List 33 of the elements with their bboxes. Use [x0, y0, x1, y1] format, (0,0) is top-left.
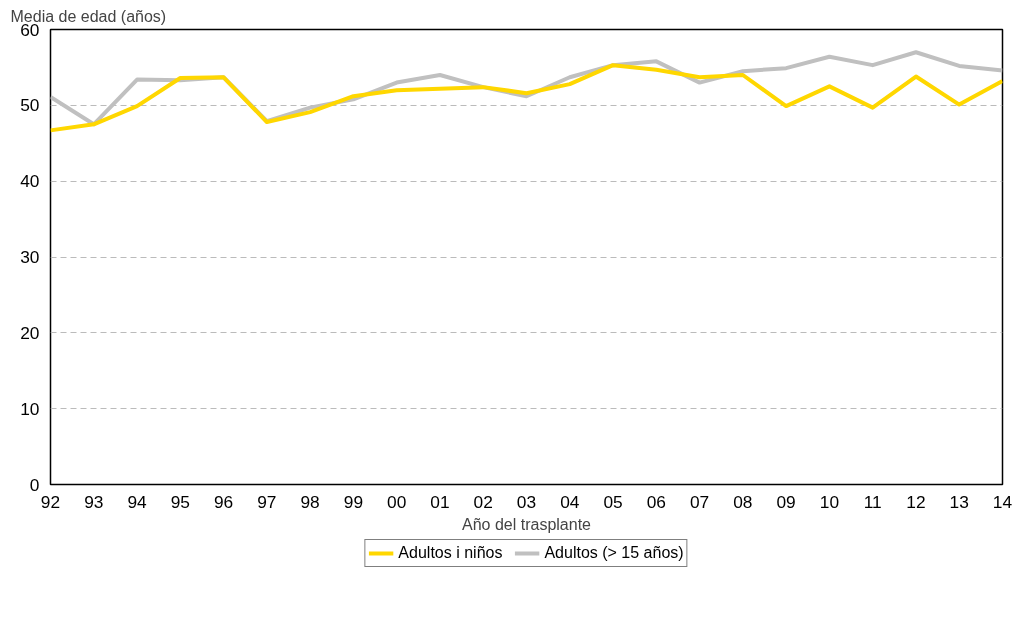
x-tick-label: 04	[560, 491, 580, 512]
x-tick-label: 10	[819, 491, 840, 512]
x-tick-label: 93	[84, 491, 104, 512]
x-tick-label: 92	[40, 491, 61, 512]
x-tick-label: 08	[733, 491, 753, 512]
x-tick-label: 07	[689, 491, 710, 512]
x-tick-label: 95	[170, 491, 190, 512]
x-tick-label: 94	[127, 491, 148, 512]
x-tick-label: 14	[992, 491, 1013, 512]
x-tick-label: 06	[646, 491, 666, 512]
x-tick-label: 02	[473, 491, 493, 512]
legend-label: Adultos (> 15 años)	[544, 544, 684, 562]
x-tick-label: 09	[776, 491, 796, 512]
x-tick-label: 03	[516, 491, 537, 512]
x-tick-label: 97	[257, 491, 277, 512]
x-tick-label: 12	[906, 491, 926, 512]
line-series	[50, 63, 1003, 133]
y-tick-label: 30	[20, 247, 40, 267]
x-tick-label: 99	[343, 491, 364, 512]
x-tick-label: 13	[949, 491, 969, 512]
x-axis-title: Año del trasplante	[462, 515, 592, 533]
x-tick-label: 01	[430, 491, 450, 512]
y-tick-label: 10	[20, 398, 40, 419]
x-tick-label: 96	[213, 491, 234, 512]
x-tick-label: 11	[863, 491, 882, 512]
y-tick-label: 0	[29, 474, 40, 495]
y-tick-label: 40	[20, 171, 40, 192]
y-tick-label: 50	[20, 95, 40, 116]
y-tick-label: 20	[20, 322, 40, 343]
x-tick-label: 05	[603, 491, 623, 512]
legend-label: Adultos i niños	[398, 544, 503, 562]
x-tick-label: 98	[300, 491, 320, 512]
x-tick-label: 00	[387, 491, 407, 512]
